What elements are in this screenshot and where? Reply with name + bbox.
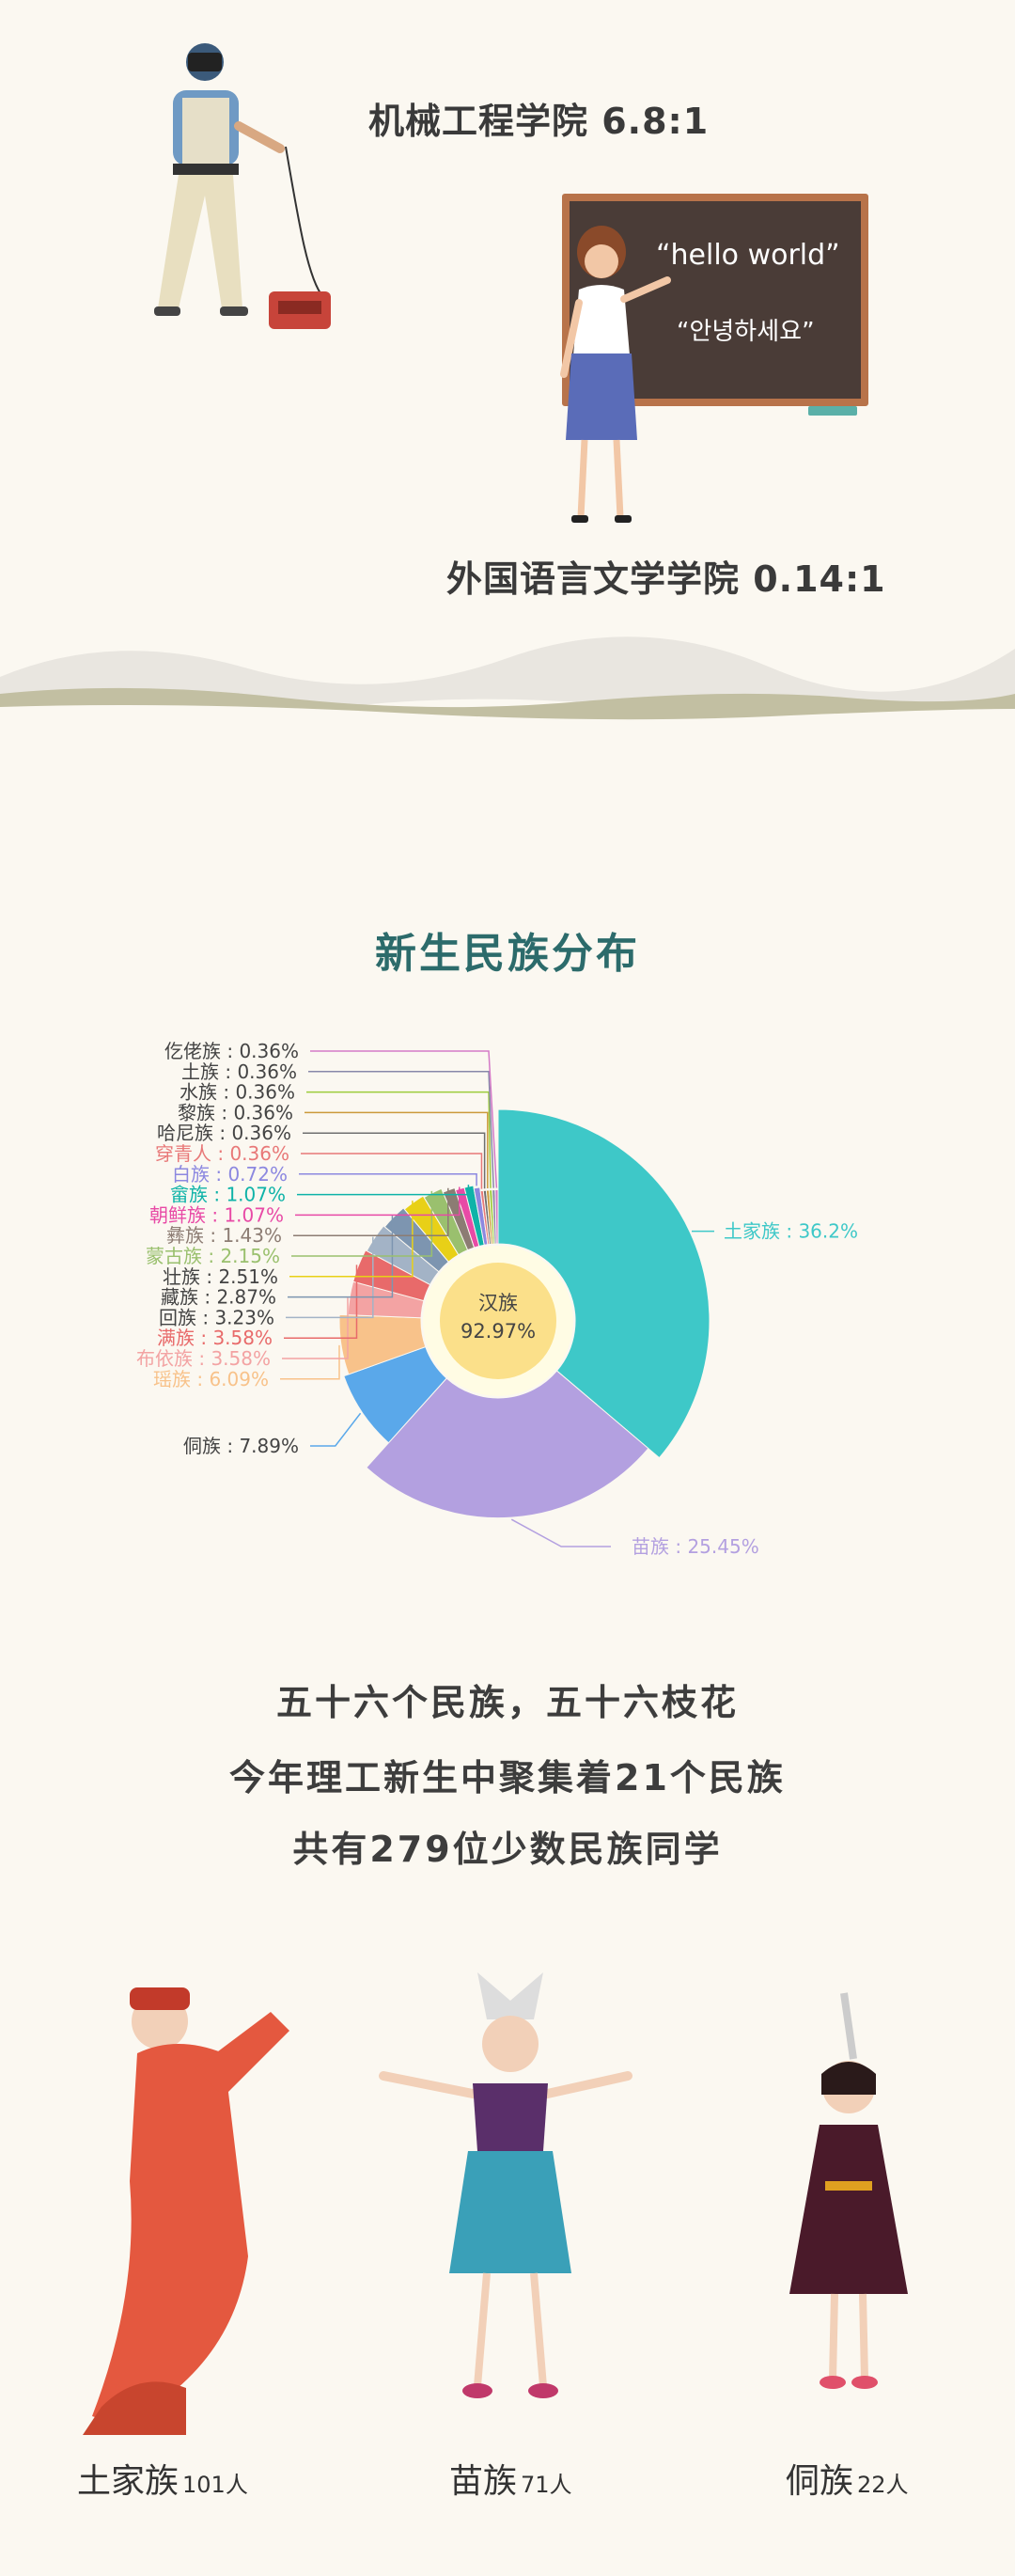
caption-count: 101人 (182, 2472, 248, 2498)
leader-布依族 (282, 1297, 349, 1359)
caption-name: 侗族 (786, 2462, 854, 2501)
leader-仡佬族 (310, 1050, 498, 1188)
leader-白族 (299, 1173, 477, 1186)
engineering-college-ratio: 机械工程学院 6.8:1 (368, 101, 710, 142)
slice-label-苗族: 苗族 : 25.45% (632, 1535, 759, 1558)
slice-label-白族: 白族 : 0.72% (172, 1163, 288, 1186)
teacher-illustration (560, 226, 671, 523)
slice-label-朝鲜族: 朝鲜族 : 1.07% (149, 1203, 284, 1226)
leader-蒙古族 (291, 1190, 433, 1257)
leader-瑶族 (280, 1344, 340, 1380)
slice-label-壮族: 壮族 : 2.51% (163, 1265, 278, 1288)
slice-label-穿青人: 穿青人 : 0.36% (155, 1142, 289, 1165)
slice-label-畲族: 畲族 : 1.07% (170, 1184, 286, 1206)
slice-label-满族: 满族 : 3.58% (157, 1327, 273, 1349)
paragraph-line-2: 今年理工新生中聚集着21个民族 (229, 1757, 786, 1798)
miao-figure-illustration (379, 1972, 632, 2398)
slice-土家族 (497, 1108, 710, 1459)
caption-count: 22人 (857, 2472, 909, 2498)
caption-dong: 侗族 22人 (786, 2454, 909, 2503)
caption-name: 土家族 (77, 2462, 180, 2501)
slice-label-仡佬族: 仡佬族 : 0.36% (164, 1040, 299, 1062)
leader-回族 (286, 1236, 374, 1319)
chart-labels: 土家族 : 36.2% 苗族 : 25.45% 侗族 : 7.89% 瑶族 : 6.0… (136, 1040, 858, 1558)
caption-count: 71人 (521, 2472, 572, 2498)
leader-侗族 (310, 1412, 362, 1447)
slice-label-彝族: 彝族 : 1.43% (166, 1224, 282, 1247)
leader-朝鲜族 (295, 1186, 461, 1217)
slice-label-土族: 土族 : 0.36% (181, 1060, 297, 1083)
chart-center-value: 92.97% (461, 1320, 536, 1343)
leader-哈尼族 (303, 1132, 486, 1189)
slice-label-回族: 回族 : 3.23% (159, 1306, 274, 1328)
chart-slices (338, 1108, 710, 1519)
leader-满族 (284, 1264, 358, 1339)
caption-miao: 苗族 71人 (449, 2454, 572, 2503)
leader-壮族 (289, 1201, 414, 1278)
leader-土族 (308, 1071, 494, 1188)
slice-label-哈尼族: 哈尼族 : 0.36% (157, 1122, 291, 1144)
slice-label-布依族: 布依族 : 3.58% (136, 1347, 271, 1370)
slice-侗族 (343, 1345, 447, 1444)
slice-仡佬族 (494, 1189, 499, 1245)
slice-label-蒙古族: 蒙古族 : 2.15% (146, 1245, 280, 1267)
chalk-icon (808, 406, 857, 416)
paragraph-line-3: 共有279位少数民族同学 (292, 1829, 723, 1870)
paper-divider (0, 636, 1015, 762)
chart-leader-lines (280, 1050, 714, 1547)
foreign-language-college-ratio: 外国语言文学学院 0.14:1 (446, 558, 886, 600)
tujia-figure-illustration (83, 1987, 289, 2435)
slice-苗族 (366, 1370, 649, 1519)
dong-figure-illustration (789, 1992, 908, 2389)
slice-label-水族: 水族 : 0.36% (180, 1081, 295, 1104)
leader-藏族 (288, 1216, 394, 1298)
blackboard-line-2: “안녕하세요” (677, 318, 815, 346)
leader-水族 (306, 1091, 492, 1188)
chart-center-disc (440, 1263, 556, 1379)
blackboard-line-1: “hello world” (656, 239, 840, 272)
leader-畲族 (297, 1185, 470, 1196)
caption-name: 苗族 (449, 2462, 518, 2501)
chart-center-label: 汉族 (478, 1292, 518, 1314)
paragraph-line-1: 五十六个民族，五十六枝花 (275, 1682, 739, 1723)
slice-label-侗族: 侗族 : 7.89% (183, 1435, 299, 1457)
section-title: 新生民族分布 (375, 930, 640, 978)
welder-illustration (154, 43, 331, 329)
slice-label-黎族: 黎族 : 0.36% (178, 1101, 293, 1123)
ethnic-distribution-chart: 土家族 : 36.2% 苗族 : 25.45% 侗族 : 7.89% 瑶族 : 6.0… (136, 1040, 858, 1558)
slice-label-土家族: 土家族 : 36.2% (724, 1220, 858, 1243)
leader-黎族 (304, 1111, 489, 1188)
caption-tujia: 土家族 101人 (77, 2454, 248, 2503)
slice-label-藏族: 藏族 : 2.87% (161, 1286, 276, 1309)
leader-苗族 (510, 1518, 611, 1547)
slice-label-瑶族: 瑶族 : 6.09% (153, 1368, 269, 1390)
leader-彝族 (293, 1187, 449, 1236)
leader-穿青人 (301, 1153, 483, 1189)
